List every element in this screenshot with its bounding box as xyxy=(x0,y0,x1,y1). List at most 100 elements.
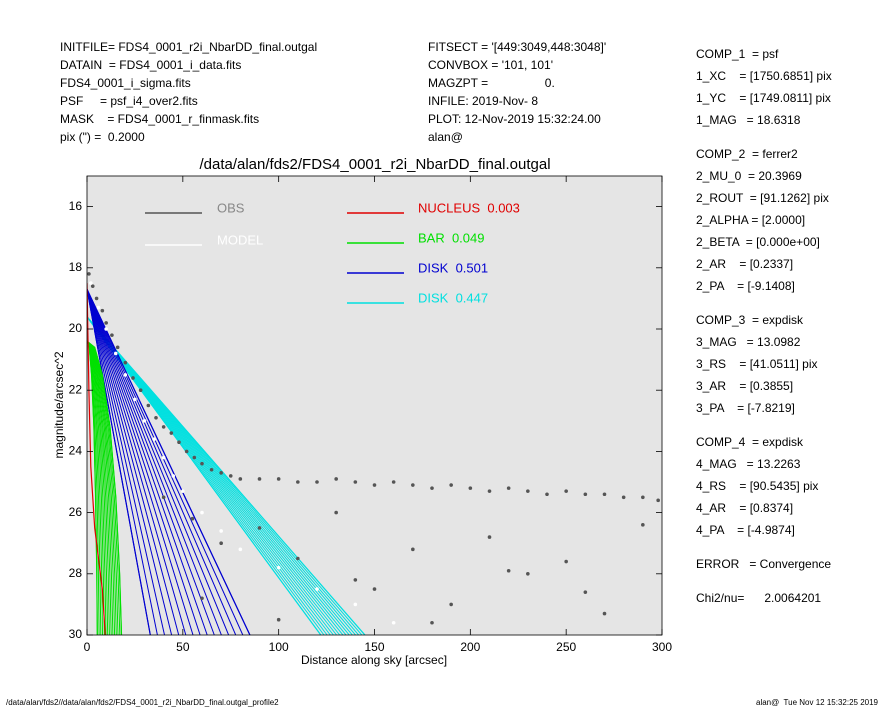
component-band-line xyxy=(87,289,158,635)
legend-label: OBS xyxy=(217,200,245,215)
data-point xyxy=(526,572,530,576)
data-point xyxy=(430,620,434,625)
component-band-line xyxy=(87,289,215,635)
data-point xyxy=(545,492,549,497)
component-band-line xyxy=(87,289,208,635)
data-point xyxy=(219,471,223,475)
data-point xyxy=(391,480,396,484)
component-line: COMP_4 = expdisk xyxy=(696,435,804,449)
component-line: 4_MAG = 13.2263 xyxy=(696,457,801,471)
data-point xyxy=(200,510,204,515)
data-point xyxy=(104,321,108,325)
chart-title: /data/alan/fds2/FDS4_0001_r2i_NbarDD_fin… xyxy=(199,156,550,173)
data-point xyxy=(171,474,176,478)
header-left-line: FDS4_0001_i_sigma.fits xyxy=(60,76,191,90)
data-point xyxy=(181,489,185,493)
y-tick-label: 28 xyxy=(69,566,83,580)
legend-label: NUCLEUS 0.003 xyxy=(418,200,520,215)
data-point xyxy=(656,498,660,503)
header-middle-line: INFILE: 2019-Nov- 8 xyxy=(428,94,538,108)
header-left-line: pix (") = 0.2000 xyxy=(60,130,145,144)
component-minor-line xyxy=(87,289,151,635)
component-line: 2_ALPHA = [2.0000] xyxy=(696,213,805,227)
y-tick-label: 16 xyxy=(69,199,83,213)
plot-area xyxy=(87,176,662,635)
component-line: COMP_1 = psf xyxy=(696,47,779,61)
data-point xyxy=(87,272,91,276)
data-point xyxy=(123,373,128,377)
header-left-line: MASK = FDS4_0001_r_finmask.fits xyxy=(60,112,259,126)
data-point xyxy=(113,351,118,356)
header-left-line: DATAIN = FDS4_0001_i_data.fits xyxy=(60,58,241,72)
data-point xyxy=(506,486,511,490)
data-point xyxy=(200,461,204,466)
data-point xyxy=(583,590,588,594)
data-point xyxy=(228,474,233,478)
component-line: 2_MU_0 = 20.3969 xyxy=(696,169,802,183)
data-point xyxy=(123,360,128,365)
data-point xyxy=(449,483,453,487)
component-line: COMP_2 = ferrer2 xyxy=(696,147,798,161)
data-point xyxy=(90,284,95,288)
component-line: 4_AR = [0.8374] xyxy=(696,501,793,515)
component-line: 1_MAG = 18.6318 xyxy=(696,113,801,127)
x-tick-label: 150 xyxy=(364,640,384,654)
component-line: 2_ROUT = [91.1262] pix xyxy=(696,191,829,205)
data-point xyxy=(276,565,281,570)
header-middle-line: alan@ xyxy=(428,130,463,144)
component-line: 1_YC = [1749.0811] pix xyxy=(696,91,831,105)
data-point xyxy=(257,526,262,530)
footer-right: alan@ Tue Nov 12 15:32:25 2019 xyxy=(756,698,879,707)
component-line: 3_AR = [0.3855] xyxy=(696,379,793,393)
data-point xyxy=(315,587,319,591)
legend-label: BAR 0.049 xyxy=(418,230,485,245)
component-band-line xyxy=(87,289,180,635)
component-line: Chi2/nu= 2.0064201 xyxy=(696,591,821,605)
data-point xyxy=(296,556,300,561)
data-point xyxy=(238,547,243,552)
component-line: COMP_3 = expdisk xyxy=(696,313,804,327)
header-left-line: INITFILE= FDS4_0001_r2i_NbarDD_final.out… xyxy=(60,40,317,54)
data-point xyxy=(583,492,588,497)
data-point xyxy=(334,510,338,515)
component-band-line xyxy=(87,289,201,635)
component-line xyxy=(87,340,123,635)
y-tick-label: 26 xyxy=(69,505,83,519)
y-tick-label: 18 xyxy=(69,260,83,274)
data-point xyxy=(131,376,135,380)
component-line: 4_PA = [-4.9874] xyxy=(696,523,795,537)
component-line: 2_PA = [-9.1408] xyxy=(696,279,795,293)
data-point xyxy=(100,308,105,313)
data-point xyxy=(468,486,473,490)
data-point xyxy=(104,327,108,331)
component-line: 1_XC = [1750.6851] pix xyxy=(696,69,832,83)
data-point xyxy=(115,345,120,350)
data-point xyxy=(257,477,262,481)
x-tick-label: 250 xyxy=(556,640,576,654)
header-middle-line: CONVBOX = '101, 101' xyxy=(428,58,553,72)
component-band-line xyxy=(87,289,173,635)
data-point xyxy=(169,431,174,435)
plot-content xyxy=(87,272,660,635)
data-point xyxy=(353,578,358,582)
data-point xyxy=(190,516,195,521)
data-point xyxy=(161,425,166,429)
data-point xyxy=(372,587,377,591)
data-point xyxy=(161,455,166,460)
component-line: 3_PA = [-7.8219] xyxy=(696,401,795,415)
component-line: 3_MAG = 13.0982 xyxy=(696,335,801,349)
data-point xyxy=(411,483,415,487)
component-minor-line xyxy=(87,316,322,635)
data-point xyxy=(142,419,147,423)
data-point xyxy=(602,492,607,497)
header-left-line: PSF = psf_i4_over2.fits xyxy=(60,94,198,108)
data-point xyxy=(391,620,396,625)
data-point xyxy=(152,437,156,441)
data-point xyxy=(641,523,645,527)
data-point xyxy=(353,602,358,607)
data-point xyxy=(94,296,99,301)
data-point xyxy=(219,541,223,545)
data-point xyxy=(276,477,281,481)
component-line xyxy=(87,316,366,635)
